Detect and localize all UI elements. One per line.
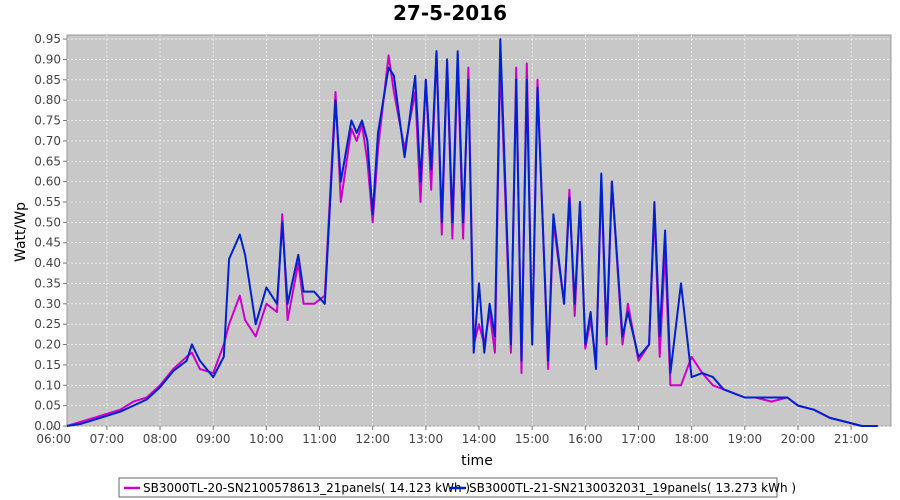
y-tick-label: 0.10 <box>34 378 61 392</box>
y-tick-label: 0.20 <box>34 338 61 352</box>
y-tick-label: 0.85 <box>34 73 61 87</box>
chart-title: 27-5-2016 <box>393 1 507 25</box>
y-tick-label: 0.15 <box>34 358 61 372</box>
y-tick-label: 0.90 <box>34 52 61 66</box>
grid-lines <box>53 35 891 427</box>
x-tick-label: 13:00 <box>409 432 444 446</box>
x-tick-label: 15:00 <box>515 432 550 446</box>
x-tick-label: 08:00 <box>143 432 178 446</box>
y-tick-label: 0.25 <box>34 317 61 331</box>
x-axis-label: time <box>461 453 493 469</box>
y-tick-label: 0.30 <box>34 297 61 311</box>
y-axis-label: Watt/Wp <box>13 202 29 262</box>
y-tick-label: 0.55 <box>34 195 61 209</box>
x-axis: 06:00 07:00 08:00 09:00 10:00 11:00 12:00 13:00… <box>36 426 868 446</box>
x-tick-label: 16:00 <box>568 432 603 446</box>
x-tick-label: 12:00 <box>355 432 390 446</box>
series-line-2 <box>66 38 878 427</box>
x-tick-label: 18:00 <box>674 432 709 446</box>
x-tick-label: 11:00 <box>302 432 337 446</box>
y-axis: 0.00 0.05 0.10 0.15 0.20 0.25 0.30 0.35 0.40 0.45… <box>34 32 67 433</box>
x-tick-label: 09:00 <box>196 432 231 446</box>
x-tick-label: 17:00 <box>621 432 656 446</box>
y-tick-label: 0.40 <box>34 256 61 270</box>
y-tick-label: 0.05 <box>34 399 61 413</box>
x-tick-label: 19:00 <box>728 432 763 446</box>
y-tick-label: 0.80 <box>34 93 61 107</box>
legend-items: SB3000TL-20-SN2100578613_21panels( 14.12… <box>124 481 796 495</box>
y-tick-label: 0.00 <box>34 419 61 433</box>
y-tick-label: 0.45 <box>34 236 61 250</box>
y-tick-label: 0.50 <box>34 215 61 229</box>
x-tick-label: 21:00 <box>834 432 869 446</box>
x-tick-label: 20:00 <box>781 432 816 446</box>
legend-label: SB3000TL-20-SN2100578613_21panels( 14.12… <box>143 481 470 495</box>
x-tick-label: 07:00 <box>90 432 125 446</box>
series-lines <box>66 38 878 427</box>
x-tick-label: 14:00 <box>462 432 497 446</box>
y-tick-label: 0.75 <box>34 114 61 128</box>
x-tick-label: 10:00 <box>249 432 284 446</box>
legend <box>118 477 778 498</box>
y-tick-label: 0.60 <box>34 175 61 189</box>
y-tick-label: 0.65 <box>34 154 61 168</box>
legend-label: SB3000TL-21-SN2130032031_19panels( 13.27… <box>469 481 796 495</box>
y-tick-label: 0.95 <box>34 32 61 46</box>
y-tick-label: 0.70 <box>34 134 61 148</box>
x-tick-label: 06:00 <box>36 432 71 446</box>
y-tick-label: 0.35 <box>34 276 61 290</box>
